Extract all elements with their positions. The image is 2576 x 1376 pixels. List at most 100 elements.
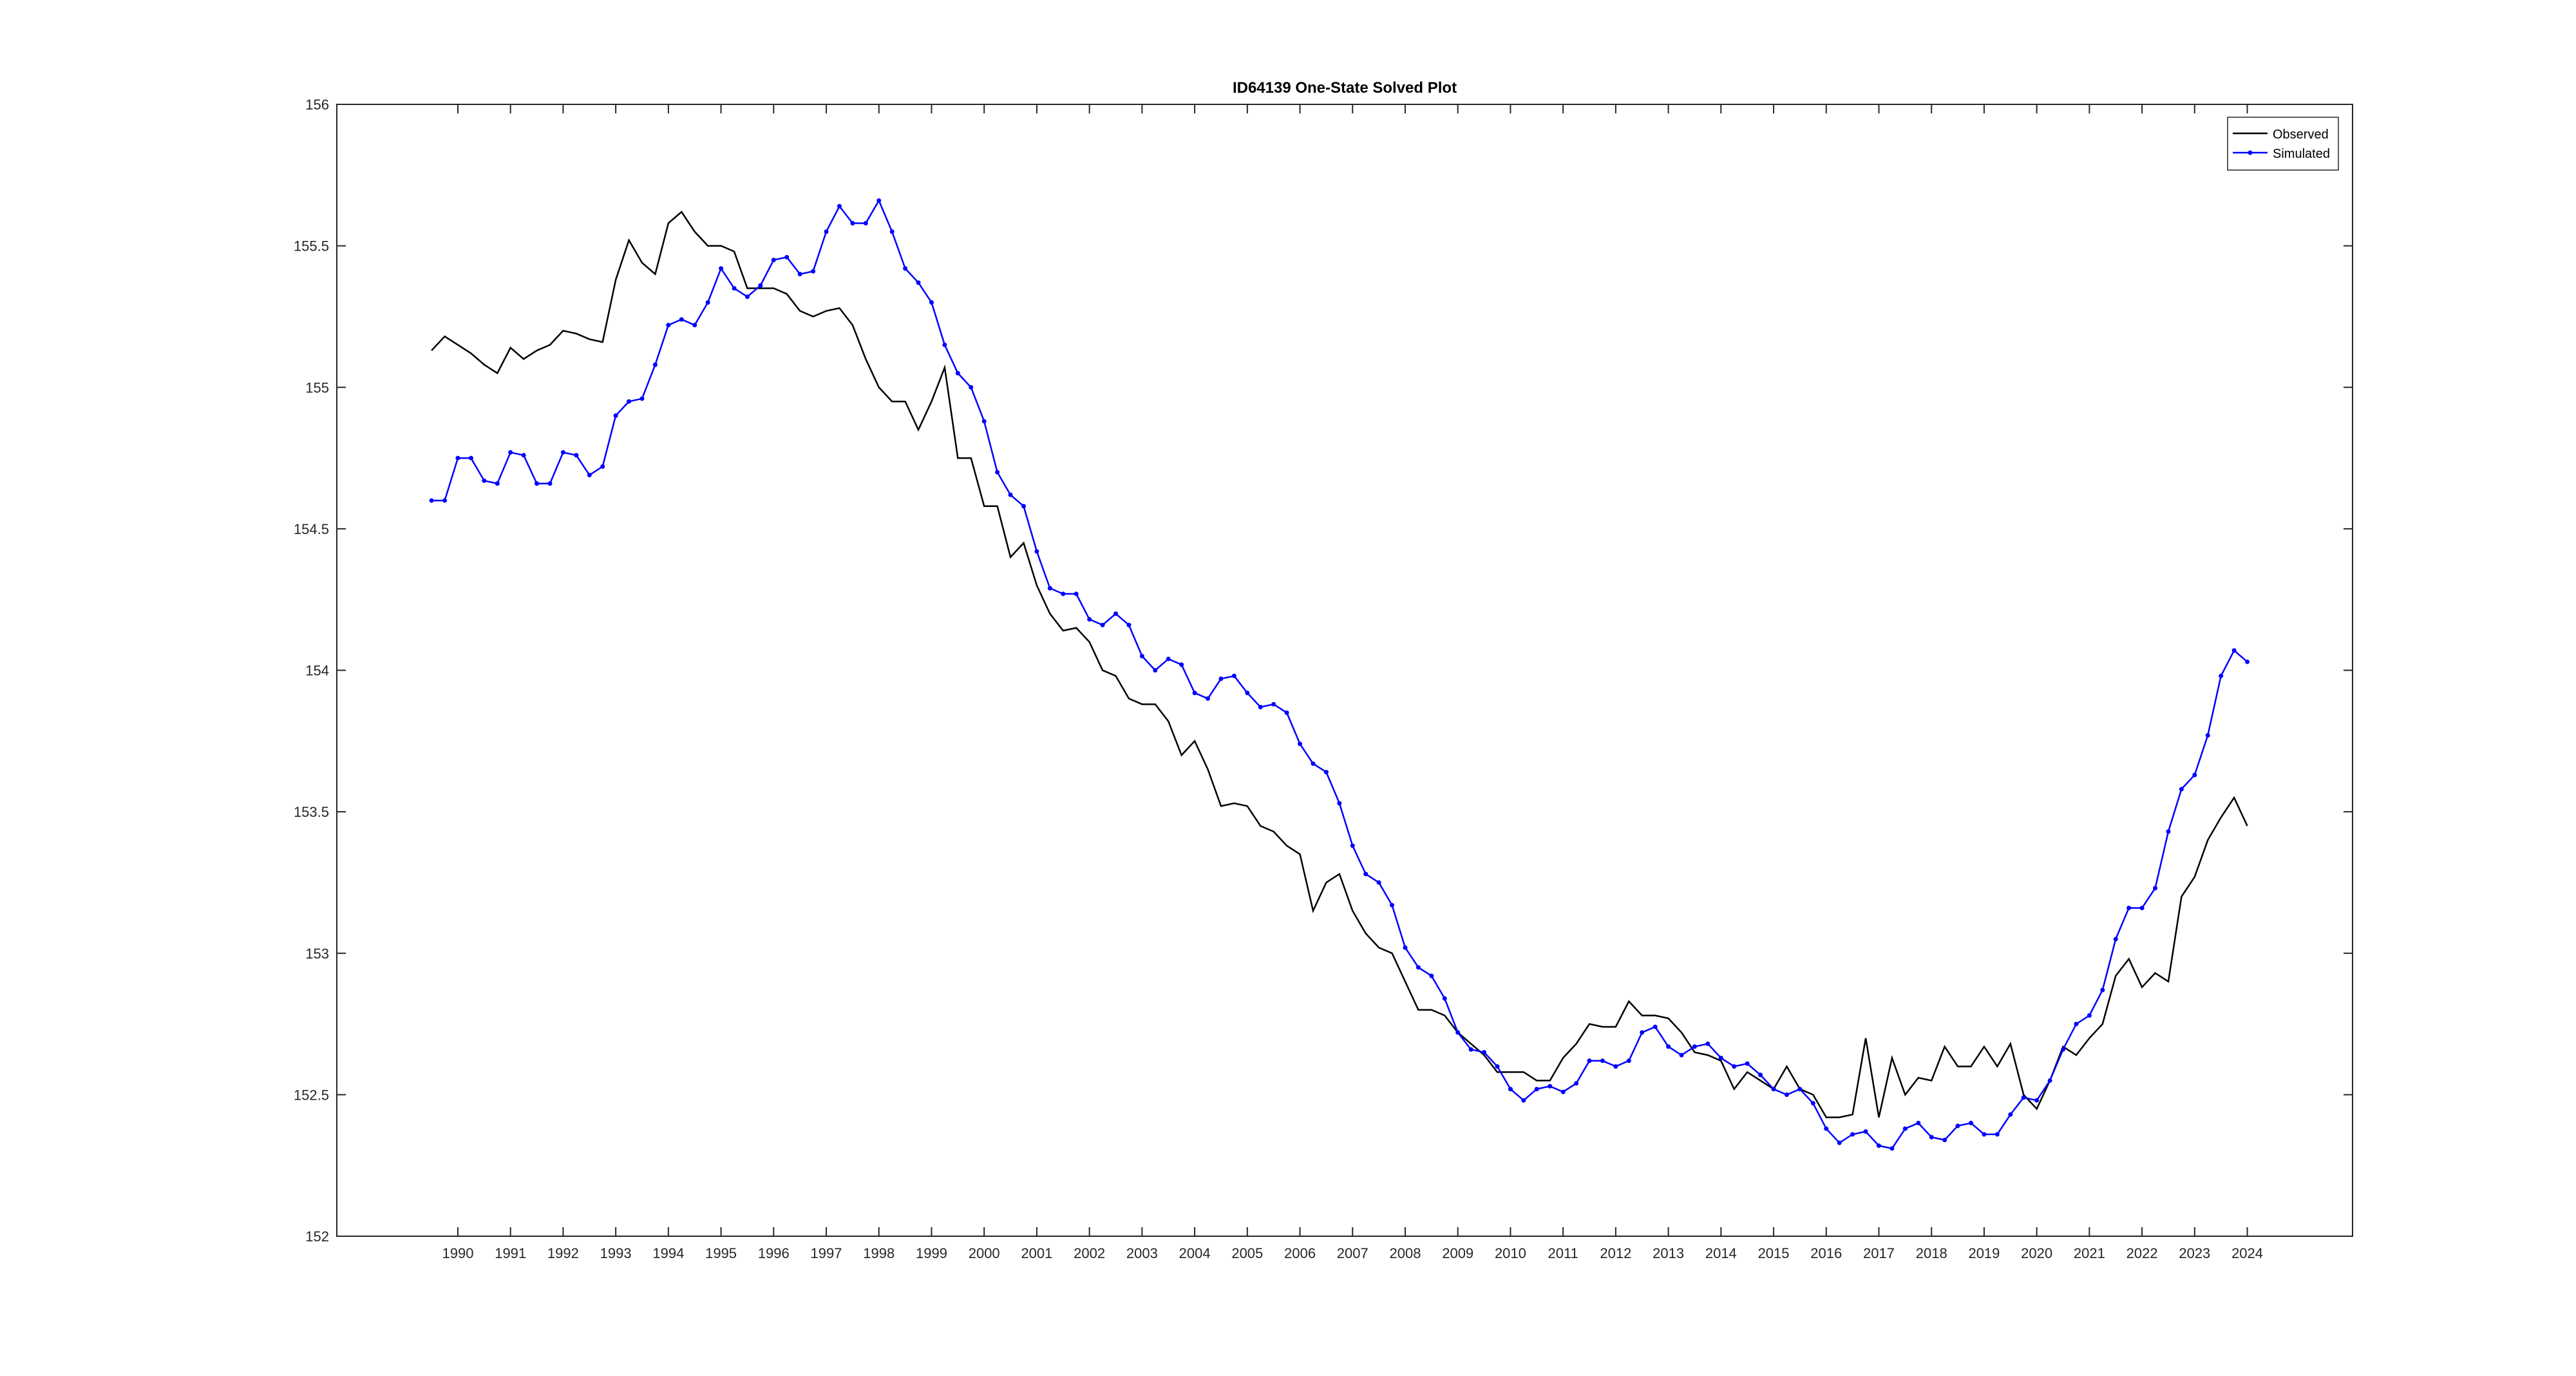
legend-label: Simulated [2273,147,2330,161]
data-point [1166,656,1171,662]
data-point [482,478,487,483]
x-tick-label: 1993 [600,1245,632,1261]
data-point [600,464,605,469]
data-point [2192,772,2197,778]
data-point [1969,1120,1974,1125]
data-point [1982,1132,1987,1137]
data-point [824,229,829,234]
x-tick-label: 2010 [1495,1245,1526,1261]
data-point [744,294,750,300]
data-point [889,229,895,234]
data-point [1679,1053,1684,1058]
x-tick-label: 2017 [1863,1245,1895,1261]
data-point [1245,691,1250,696]
y-tick-label: 154 [305,663,329,679]
data-point [837,204,842,209]
x-tick-label: 1991 [495,1245,526,1261]
data-point [1810,1101,1815,1106]
data-point [1100,622,1105,627]
data-point [1902,1126,1908,1131]
data-point [1771,1087,1776,1092]
data-point [2113,937,2118,942]
x-tick-label: 1994 [652,1245,684,1261]
x-tick-label: 2023 [2179,1245,2210,1261]
data-point [2245,659,2250,664]
data-point [1047,586,1052,591]
data-point [969,385,974,390]
data-point [1718,1055,1723,1060]
x-tick-label: 2005 [1231,1245,1263,1261]
data-point [1521,1098,1526,1103]
data-point [652,362,658,367]
data-point [1206,696,1211,701]
legend-box [2227,117,2339,171]
data-point [560,450,565,455]
data-point [1126,622,1132,627]
data-point [666,323,671,328]
y-tick-label: 154.5 [294,521,329,537]
x-tick-label: 2006 [1284,1245,1316,1261]
x-tick-label: 2024 [2231,1245,2263,1261]
data-point [1113,611,1119,616]
data-point [1482,1049,1487,1055]
data-point [1429,973,1434,979]
x-tick-label: 2011 [1548,1245,1578,1261]
x-tick-label: 2009 [1442,1245,1473,1261]
data-point [2153,886,2158,891]
data-point [1955,1123,1960,1129]
data-point [2139,905,2145,910]
data-point [1837,1140,1842,1145]
data-point [2126,905,2132,910]
x-tick-label: 2021 [2074,1245,2105,1261]
data-point [1732,1064,1737,1069]
data-point [929,300,934,305]
data-point [521,453,526,458]
data-point [2074,1022,2079,1027]
data-point [811,269,816,274]
y-tick-label: 156 [305,97,329,113]
data-point [1231,673,1236,678]
data-point [995,470,1000,475]
data-point [587,472,592,477]
legend-label: Observed [2273,128,2329,142]
data-point [1994,1132,2000,1137]
data-point [784,254,790,260]
legend: Observed Simulated [2227,117,2339,171]
data-point [942,342,947,347]
data-point [679,317,684,322]
data-point [1653,1024,1658,1029]
data-point [627,399,632,404]
data-point [1363,872,1368,877]
data-point [955,370,960,376]
data-point [1942,1138,1947,1143]
data-point [1600,1058,1605,1064]
data-point [1745,1061,1750,1066]
data-point [2166,829,2171,834]
y-tick-label: 153 [305,946,329,962]
data-point [1876,1143,1881,1148]
x-tick-label: 2015 [1758,1245,1790,1261]
data-point [692,323,697,328]
data-point [468,455,473,461]
data-point [1824,1126,1829,1131]
data-point [1284,710,1289,715]
data-point [1705,1041,1710,1046]
x-tick-label: 2007 [1337,1245,1368,1261]
data-point [2231,648,2237,653]
y-tick-label: 152 [305,1228,329,1245]
series-line [431,211,2248,1118]
data-point [1850,1132,1855,1137]
data-point [2087,1013,2092,1018]
data-point [1916,1120,1921,1125]
data-point [1863,1129,1868,1134]
y-tick-label: 155.5 [294,238,329,254]
x-tick-label: 2001 [1021,1245,1052,1261]
data-point [1640,1030,1645,1035]
x-tick-label: 2020 [2021,1245,2052,1261]
x-tick-label: 2012 [1600,1245,1631,1261]
x-tick-label: 2022 [2126,1245,2158,1261]
data-point [2008,1112,2013,1117]
data-point [771,258,776,263]
